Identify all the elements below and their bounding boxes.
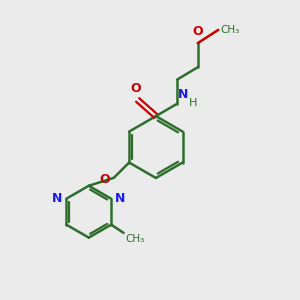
Text: N: N xyxy=(52,192,62,205)
Text: O: O xyxy=(100,172,110,185)
Text: N: N xyxy=(178,88,189,101)
Text: CH₃: CH₃ xyxy=(221,25,240,35)
Text: H: H xyxy=(189,98,197,108)
Text: CH₃: CH₃ xyxy=(126,234,145,244)
Text: O: O xyxy=(192,25,203,38)
Text: N: N xyxy=(115,192,125,205)
Text: O: O xyxy=(131,82,142,95)
